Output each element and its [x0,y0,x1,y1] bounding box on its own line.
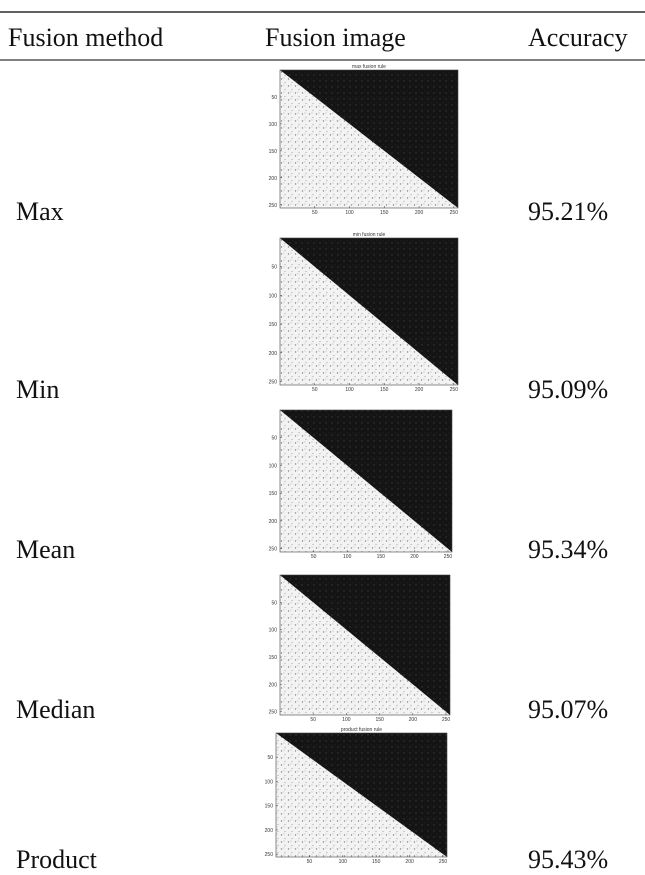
y-tick-label: 250 [269,380,278,386]
y-tick-label: 50 [271,265,277,271]
accuracy-cell: 95.09% [528,375,608,404]
image-title: min fusion rule [353,232,386,238]
x-tick-label: 200 [415,387,424,393]
x-tick-label: 200 [415,210,424,216]
y-tick-label: 150 [265,804,274,810]
x-tick-label: 150 [380,387,389,393]
method-cell: Mean [16,535,75,564]
header-cell: Accuracy [528,23,628,52]
y-tick-label: 100 [265,779,274,785]
x-tick-label: 150 [372,859,381,865]
accuracy-cell: 95.34% [528,535,608,564]
y-tick-label: 200 [269,519,278,525]
fusion-image: 50 50 100 100 150 150 200 200 250 250 [269,410,453,560]
y-tick-label: 150 [269,655,278,661]
x-tick-label: 200 [409,717,418,723]
y-tick-label: 150 [269,491,278,497]
fusion-image: product fusion rule 50 50 100 100 150 150 200 20… [265,727,448,865]
y-tick-label: 100 [269,122,278,128]
x-tick-label: 100 [342,717,351,723]
x-tick-label: 250 [450,210,459,216]
y-tick-label: 150 [269,322,278,328]
y-tick-label: 50 [271,436,277,442]
y-tick-label: 50 [271,600,277,606]
x-tick-label: 150 [375,717,384,723]
accuracy-cell: 95.07% [528,695,608,724]
y-tick-label: 200 [265,828,274,834]
y-tick-label: 100 [269,293,278,299]
x-tick-label: 200 [410,554,419,560]
x-tick-label: 100 [339,859,348,865]
fusion-image: max fusion rule 50 50 100 100 150 150 200 200 250… [269,64,459,216]
x-tick-label: 100 [345,210,354,216]
header-cell: Fusion method [8,23,163,52]
x-tick-label: 150 [380,210,389,216]
x-tick-label: 200 [405,859,414,865]
x-tick-label: 50 [307,859,313,865]
method-cell: Min [16,375,59,404]
y-tick-label: 250 [269,710,278,716]
y-tick-label: 100 [269,463,278,469]
x-tick-label: 250 [450,387,459,393]
x-tick-label: 50 [312,387,318,393]
header-cell: Fusion image [265,23,406,52]
y-tick-label: 50 [271,95,277,101]
method-cell: Max [16,197,64,226]
accuracy-cell: 95.43% [528,845,608,874]
accuracy-cell: 95.21% [528,197,608,226]
x-tick-label: 50 [310,717,316,723]
y-tick-label: 250 [265,852,274,858]
x-tick-label: 100 [345,387,354,393]
page: Fusion method Fusion image Accuracy Max 9… [0,0,645,875]
x-tick-label: 50 [311,554,317,560]
method-cell: Product [16,845,98,874]
y-tick-label: 250 [269,547,278,553]
x-tick-label: 250 [442,717,451,723]
x-tick-label: 250 [439,859,448,865]
table: Fusion method Fusion image Accuracy Max 9… [0,0,645,875]
y-tick-label: 200 [269,682,278,688]
method-cell: Median [16,695,95,724]
y-tick-label: 150 [269,149,278,155]
y-tick-label: 100 [269,628,278,634]
y-tick-label: 200 [269,351,278,357]
y-tick-label: 50 [267,755,273,761]
image-title: product fusion rule [341,727,382,733]
y-tick-label: 200 [269,176,278,182]
x-tick-label: 250 [444,554,453,560]
fusion-image: min fusion rule 50 50 100 100 150 150 200 200 250… [269,232,459,393]
image-title: max fusion rule [352,64,386,70]
x-tick-label: 50 [312,210,318,216]
fusion-image: 50 50 100 100 150 150 200 200 250 250 [269,575,451,723]
x-tick-label: 150 [377,554,386,560]
x-tick-label: 100 [343,554,352,560]
y-tick-label: 250 [269,203,278,209]
